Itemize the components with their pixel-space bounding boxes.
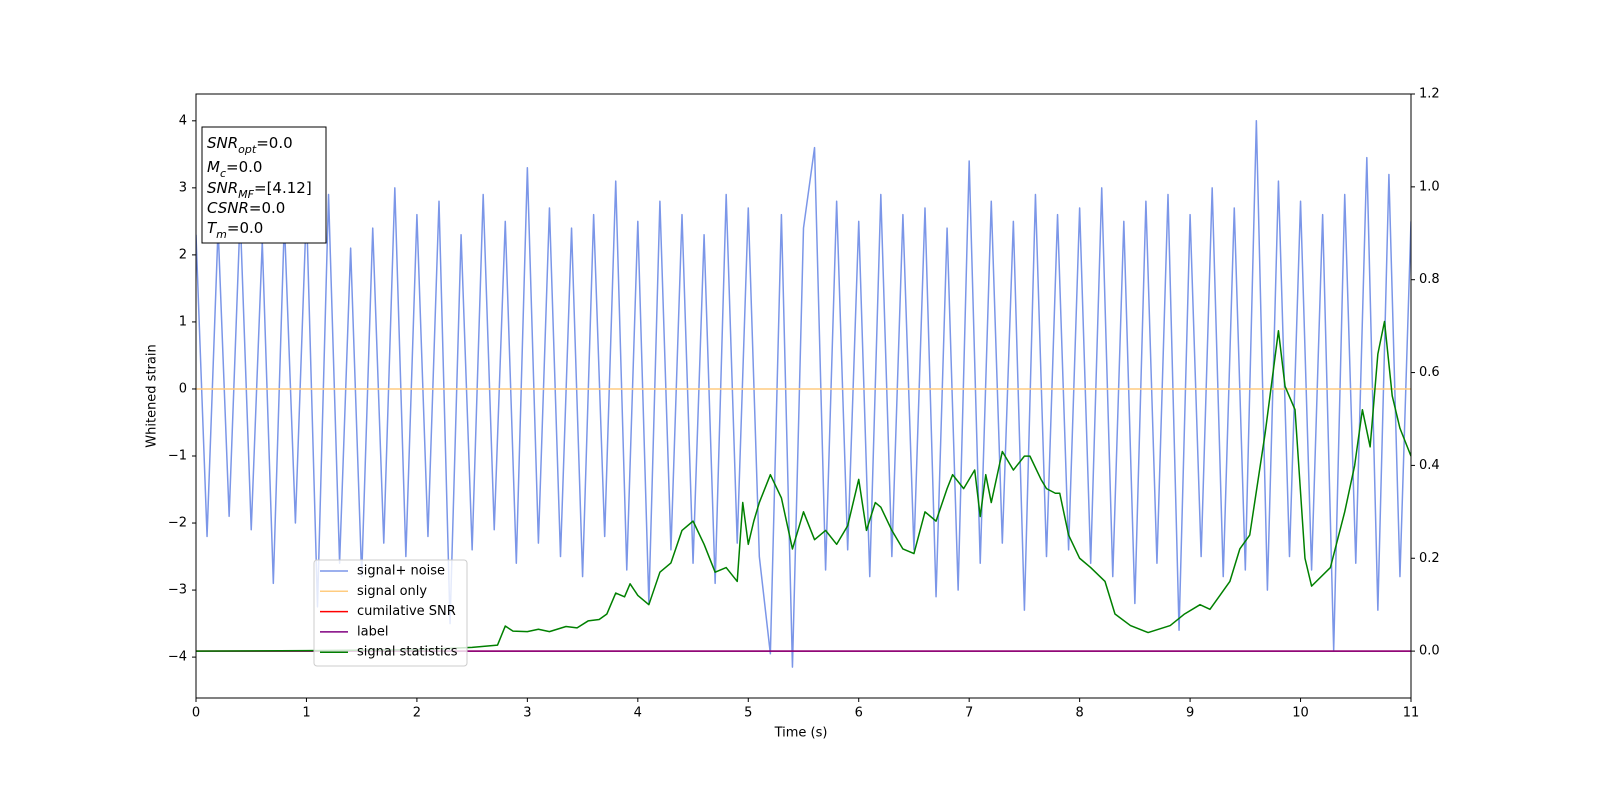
annotation: SNRopt=0.0 [207,134,293,156]
y2-tick-label: 0.8 [1419,272,1440,287]
x-tick-label: 1 [302,706,310,721]
x-tick-label: 0 [192,706,200,721]
x-tick-label: 6 [855,706,863,721]
x-tick-label: 8 [1075,706,1083,721]
legend-label: cumilative SNR [357,604,456,619]
annotation-subscript: MF [238,188,254,201]
series-line [196,120,1411,668]
annotation-text: =0.0 [226,158,262,176]
y2-tick-label: 0.2 [1419,551,1440,566]
annotation-text: =0.0 [227,219,263,237]
annotation-symbol: SNR [207,179,238,197]
annotation-symbol: T [207,219,218,237]
annotation-symbol: SNR [207,134,238,152]
y-tick-label: −4 [168,650,187,665]
x-tick-label: 10 [1292,706,1309,721]
x-axis-label: Time (s) [774,726,828,741]
x-tick-label: 11 [1403,706,1420,721]
series-line [196,320,1411,652]
x-tick-label: 3 [523,706,531,721]
annotation-text: =[4.12] [254,179,312,197]
y-axis-label: Whitened strain [145,344,160,447]
legend-label: signal statistics [357,645,458,660]
x-tick-label: 2 [413,706,421,721]
y2-tick-label: 1.0 [1419,179,1440,194]
x-tick-label: 4 [634,706,642,721]
x-tick-label: 5 [744,706,752,721]
annotation-subscript: opt [238,143,257,156]
legend-label: label [357,624,388,639]
annotation: Mc=0.0 [207,158,262,180]
y-tick-label: −3 [168,583,187,598]
y2-tick-label: 1.2 [1419,87,1440,102]
annotation-text: =0.0 [249,199,285,217]
legend-label: signal only [357,584,427,599]
annotation: Tm=0.0 [207,219,263,241]
annotation: SNRMF=[4.12] [207,179,312,201]
annotation-box [201,126,327,244]
x-tick-label: 7 [965,706,973,721]
annotation-subscript: m [216,228,227,241]
annotation-subscript: c [220,167,226,180]
annotation-text: =0.0 [256,134,292,152]
y2-tick-label: 0.4 [1419,458,1440,473]
plot-frame [195,93,1412,699]
legend-label: signal+ noise [357,564,445,579]
y-tick-label: 0 [179,381,187,396]
annotation: CSNR=0.0 [207,199,285,217]
annotation-symbol: M [207,158,220,176]
y-tick-label: −1 [168,448,187,463]
annotation-symbol: CSNR [207,199,249,217]
x-tick-label: 9 [1186,706,1194,721]
y2-tick-label: 0.0 [1419,644,1440,659]
y-tick-label: 2 [179,247,187,262]
legend-box [313,559,468,667]
y-tick-label: −2 [168,516,187,531]
y-tick-label: 3 [179,180,187,195]
y2-tick-label: 0.6 [1419,365,1440,380]
y-tick-label: 1 [179,314,187,329]
y-tick-label: 4 [179,113,187,128]
